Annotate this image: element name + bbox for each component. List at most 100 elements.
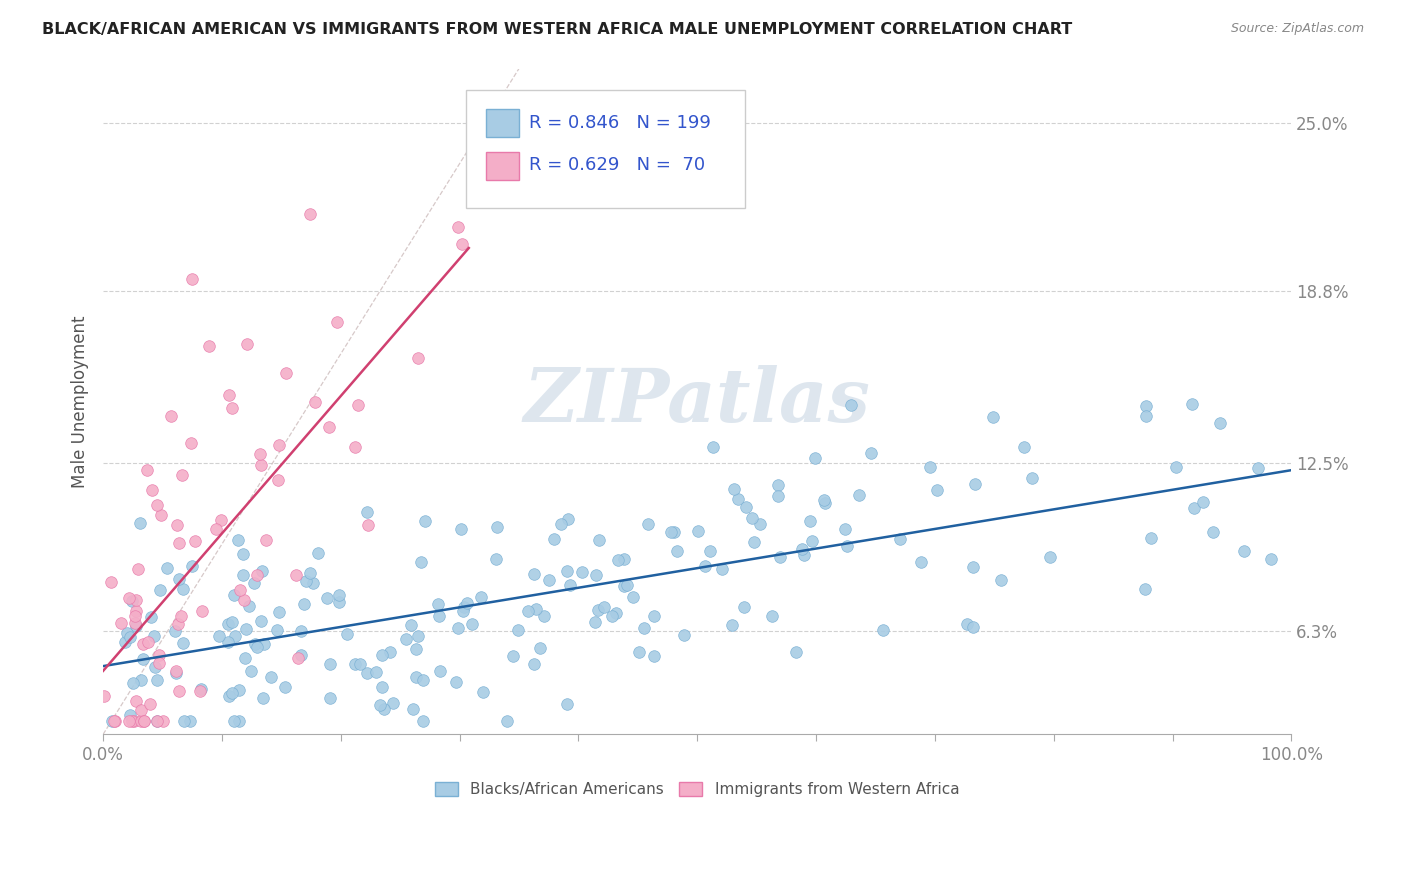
Point — [447, 220, 470, 235]
Point — [181, 559, 204, 574]
Point — [720, 618, 742, 632]
Point — [142, 629, 165, 643]
Point — [103, 714, 125, 728]
Point — [125, 619, 148, 633]
Point — [450, 522, 472, 536]
Point — [208, 629, 231, 643]
Point — [100, 574, 122, 589]
Point — [733, 600, 755, 615]
Point — [131, 714, 153, 728]
Point — [710, 562, 733, 576]
Point — [233, 650, 256, 665]
Point — [167, 572, 190, 586]
Point — [319, 657, 342, 672]
Point — [249, 615, 271, 629]
Point — [450, 237, 472, 252]
Point — [378, 645, 401, 659]
Point — [524, 602, 547, 616]
Point — [172, 582, 194, 596]
Point — [146, 499, 169, 513]
Point — [122, 714, 145, 728]
Point — [205, 522, 228, 536]
Point — [592, 600, 614, 615]
Point — [399, 617, 422, 632]
Point — [125, 593, 148, 607]
Point — [406, 629, 429, 643]
Point — [246, 568, 269, 582]
Point — [328, 588, 350, 602]
Point — [693, 558, 716, 573]
Point — [181, 272, 204, 286]
Point — [627, 645, 650, 659]
Point — [766, 489, 789, 503]
Point — [665, 544, 688, 558]
Point — [848, 488, 870, 502]
Point — [613, 579, 636, 593]
Point — [357, 517, 380, 532]
Point — [254, 533, 277, 547]
Point — [125, 604, 148, 618]
Text: BLACK/AFRICAN AMERICAN VS IMMIGRANTS FROM WESTERN AFRICA MALE UNEMPLOYMENT CORRE: BLACK/AFRICAN AMERICAN VS IMMIGRANTS FRO… — [42, 22, 1073, 37]
Point — [1233, 544, 1256, 558]
Point — [533, 609, 555, 624]
Point — [981, 410, 1004, 425]
Point — [1012, 440, 1035, 454]
Point — [285, 568, 308, 582]
Point — [184, 533, 207, 548]
Point — [835, 539, 858, 553]
Point — [148, 648, 170, 662]
Point — [371, 648, 394, 663]
Point — [299, 207, 322, 221]
Point — [412, 714, 434, 728]
Point — [217, 635, 239, 649]
Point — [990, 573, 1012, 587]
Point — [93, 689, 115, 703]
Point — [218, 388, 240, 402]
Point — [686, 524, 709, 538]
Point — [118, 591, 141, 605]
Point — [316, 591, 339, 606]
Point — [146, 714, 169, 728]
Point — [734, 500, 756, 514]
Point — [799, 514, 821, 528]
Point — [136, 634, 159, 648]
Point — [637, 516, 659, 531]
Point — [132, 651, 155, 665]
Point — [221, 615, 243, 629]
Point — [146, 714, 169, 728]
Point — [267, 473, 290, 487]
Point — [910, 556, 932, 570]
Point — [368, 698, 391, 713]
Point — [702, 441, 724, 455]
Point — [121, 714, 143, 728]
Point — [605, 606, 627, 620]
Point — [543, 532, 565, 546]
Point — [328, 595, 350, 609]
Point — [1039, 550, 1062, 565]
Point — [495, 714, 517, 728]
Point — [190, 681, 212, 696]
Point — [558, 578, 581, 592]
Point — [672, 628, 695, 642]
Point — [349, 657, 371, 671]
Point — [266, 623, 288, 637]
Point — [804, 450, 827, 465]
Point — [405, 670, 427, 684]
Point — [228, 533, 250, 548]
Point — [170, 608, 193, 623]
Point — [446, 621, 468, 635]
Point — [124, 608, 146, 623]
Text: R = 0.846   N = 199: R = 0.846 N = 199 — [529, 114, 710, 132]
Point — [633, 621, 655, 635]
Point — [167, 684, 190, 698]
Point — [382, 696, 405, 710]
Point — [1247, 460, 1270, 475]
Point — [413, 514, 436, 528]
Point — [502, 648, 524, 663]
Point — [125, 694, 148, 708]
Point — [129, 673, 152, 688]
Text: ZIPatlas: ZIPatlas — [524, 365, 870, 438]
Point — [307, 546, 329, 560]
Point — [118, 630, 141, 644]
Point — [229, 583, 252, 598]
